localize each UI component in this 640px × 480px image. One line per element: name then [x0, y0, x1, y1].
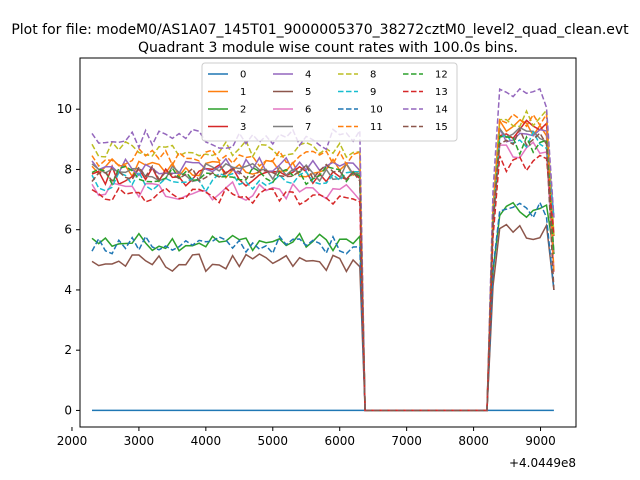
y-tick-label: 6 [64, 223, 72, 237]
legend-label-3: 3 [240, 122, 246, 133]
legend-label-4: 4 [305, 70, 311, 81]
x-tick-label: 3000 [124, 434, 155, 448]
x-tick-label: 2000 [57, 434, 88, 448]
legend-label-8: 8 [370, 70, 376, 81]
legend-box [201, 62, 458, 142]
legend-label-5: 5 [305, 87, 311, 98]
legend-label-7: 7 [305, 122, 311, 133]
legend-label-9: 9 [370, 87, 376, 98]
plot-lines [91, 87, 555, 412]
series-line-2 [91, 201, 555, 412]
y-axis: 0 2 4 6 8 10 [57, 102, 80, 417]
figure-suptitle: Plot for file: modeM0/AS1A07_145T01_9000… [11, 22, 629, 38]
legend-label-13: 13 [435, 87, 448, 98]
x-tick-label: 7000 [391, 434, 422, 448]
legend-label-10: 10 [370, 105, 383, 116]
x-tick-label: 5000 [258, 434, 289, 448]
series-line-5 [91, 222, 555, 412]
legend-label-11: 11 [370, 122, 383, 133]
legend-label-12: 12 [435, 70, 448, 81]
y-tick-label: 8 [64, 162, 72, 176]
x-tick-label: 4000 [191, 434, 222, 448]
series-line-11 [91, 111, 555, 412]
legend-label-0: 0 [240, 70, 246, 81]
series-line-12 [91, 135, 555, 412]
y-tick-label: 4 [64, 283, 72, 297]
legend-label-6: 6 [305, 105, 311, 116]
x-tick-label: 8000 [458, 434, 489, 448]
x-axis-offset-label: +4.0449e8 [509, 456, 576, 470]
y-tick-label: 10 [57, 102, 72, 116]
legend-label-2: 2 [240, 105, 246, 116]
axes-frame [79, 57, 577, 428]
series-line-13 [91, 154, 555, 412]
x-tick-label: 9000 [525, 434, 556, 448]
y-tick-label: 0 [64, 403, 72, 417]
series-line-15 [91, 127, 555, 412]
legend-label-14: 14 [435, 105, 448, 116]
x-tick-label: 6000 [324, 434, 355, 448]
series-line-10 [91, 200, 555, 412]
x-axis: 2000 3000 4000 5000 6000 7000 8000 9000 [57, 427, 556, 448]
chart-title: Quadrant 3 module wise count rates with … [138, 40, 518, 56]
legend-label-15: 15 [435, 122, 448, 133]
y-tick-label: 2 [64, 343, 72, 357]
legend-label-1: 1 [240, 87, 246, 98]
